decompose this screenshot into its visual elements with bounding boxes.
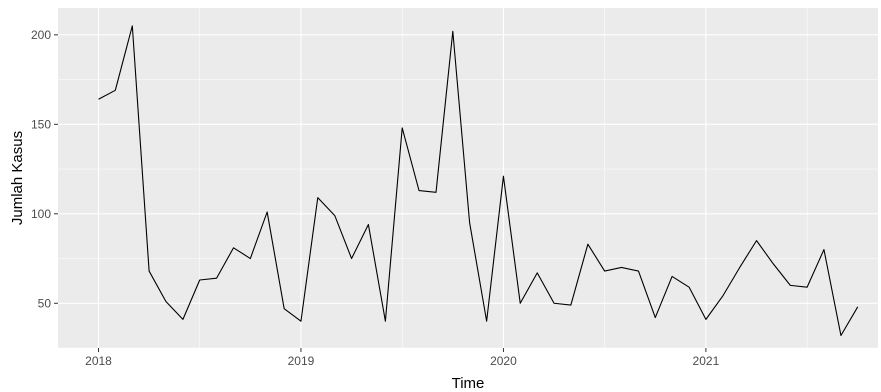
y-tick-label: 200 (31, 28, 51, 42)
x-axis-title: Time (452, 375, 485, 392)
x-tick-label: 2020 (490, 354, 517, 368)
x-tick-label: 2021 (693, 354, 720, 368)
x-tick-label: 2018 (85, 354, 112, 368)
y-axis-title: Jumlah Kasus (9, 131, 26, 225)
y-tick-label: 150 (31, 117, 51, 131)
x-tick-label: 2019 (288, 354, 315, 368)
plot-panel (58, 8, 878, 348)
y-tick-label: 100 (31, 207, 51, 221)
y-tick-label: 50 (38, 296, 52, 310)
x-axis-ticks: 2018 2019 2020 2021 (85, 348, 720, 368)
y-axis-ticks: 50 100 150 200 (31, 28, 58, 310)
minor-gridlines (58, 8, 878, 349)
major-gridlines (58, 8, 878, 348)
series-line (98, 25, 859, 337)
